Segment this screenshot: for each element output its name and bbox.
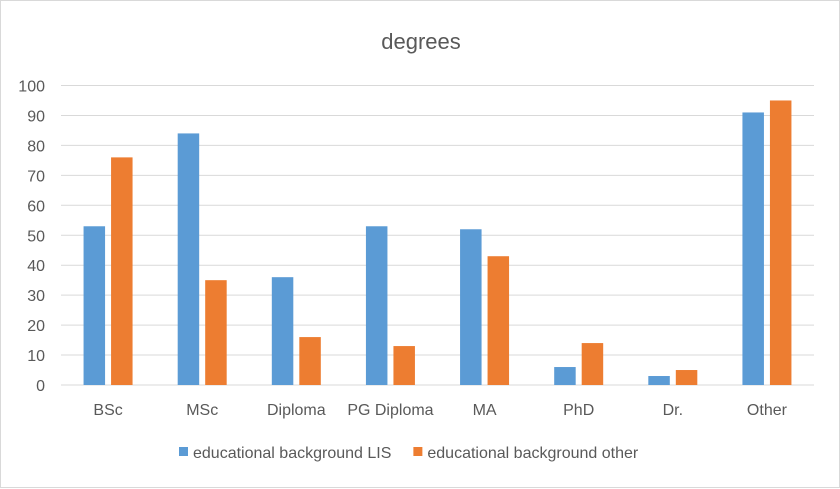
y-tick-label: 50 (27, 228, 45, 245)
legend-swatch (179, 447, 188, 456)
bar-lis-pgdiploma (365, 226, 388, 385)
x-tick-label: Diploma (267, 402, 326, 419)
legend-swatch (413, 447, 423, 456)
bars (83, 100, 792, 385)
y-tick-label: 0 (36, 378, 45, 395)
y-tick-label: 60 (27, 198, 45, 215)
bar-lis-msc (177, 133, 200, 385)
x-axis-ticks: BSc MSc Diploma PG Diploma MA PhD Dr. Other (93, 402, 787, 419)
x-tick-label: BSc (93, 402, 122, 419)
bar-lis-ma (460, 229, 482, 385)
bar-other-bsc (111, 157, 133, 385)
chart-title: degrees (381, 29, 461, 54)
bar-other-msc (205, 280, 227, 385)
bar-other-phd (581, 343, 604, 385)
bar-other-other (769, 100, 792, 385)
gridlines (61, 85, 814, 386)
y-tick-label: 100 (18, 79, 45, 96)
x-tick-label: MA (473, 402, 497, 419)
y-tick-label: 10 (27, 348, 45, 365)
legend: educational background LIS educational ba… (179, 445, 639, 462)
bar-lis-phd (554, 367, 576, 385)
x-tick-label: PhD (563, 402, 594, 419)
bar-lis-diploma (271, 277, 294, 385)
y-tick-label: 30 (27, 288, 45, 305)
legend-label: educational background other (427, 445, 638, 462)
bar-lis-dr (648, 376, 670, 385)
y-axis-ticks: 0 10 20 30 40 50 60 70 80 90 100 (18, 79, 45, 396)
bar-other-diploma (299, 337, 321, 385)
x-tick-label: Other (747, 402, 788, 419)
bar-other-ma (487, 256, 510, 385)
y-tick-label: 70 (27, 168, 45, 185)
x-tick-label: Dr. (663, 402, 683, 419)
x-tick-label: MSc (186, 402, 218, 419)
x-tick-label: PG Diploma (347, 402, 433, 419)
y-tick-label: 80 (27, 138, 45, 155)
y-tick-label: 40 (27, 258, 45, 275)
legend-label: educational background LIS (193, 445, 391, 462)
bar-lis-other (742, 112, 764, 385)
bar-other-pgdiploma (393, 346, 415, 385)
bar-lis-bsc (83, 226, 106, 385)
y-tick-label: 90 (27, 108, 45, 125)
bar-other-dr (675, 370, 698, 385)
y-tick-label: 20 (27, 318, 45, 335)
